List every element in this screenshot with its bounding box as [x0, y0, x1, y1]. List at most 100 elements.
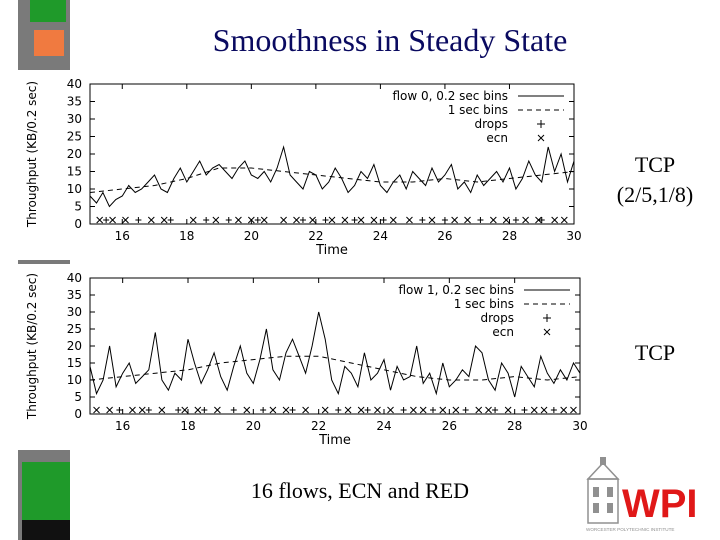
ecn-marker [147, 216, 155, 224]
legend-label: ecn [492, 325, 514, 339]
drop-marker [254, 217, 261, 223]
logo-subtext: WORCESTER POLYTECHNIC INSTITUTE [586, 527, 674, 532]
drop-marker [351, 217, 358, 223]
y-tick-label: 35 [67, 95, 82, 109]
ecn-marker [535, 216, 542, 224]
series-flow-line [89, 311, 581, 398]
y-tick-label: 15 [67, 165, 82, 179]
logo-wordmark: WPI [622, 482, 698, 526]
legend-label: drops [481, 311, 515, 325]
ecn-marker [309, 216, 316, 224]
ecn-marker [540, 406, 548, 414]
legend-label: ecn [486, 131, 508, 145]
ecn-marker [214, 406, 221, 414]
chart-background [12, 70, 592, 260]
ecn-marker [109, 216, 116, 224]
drop-marker [230, 407, 237, 413]
ecn-marker [341, 216, 349, 224]
ecn-marker [212, 216, 220, 224]
y-tick-label: 10 [67, 182, 82, 196]
drop-marker [521, 407, 528, 413]
drop-marker [299, 217, 306, 223]
chart-bottom: 0 5 10 15 20 25 30 35 40 16 18 20 22 24 26 28 30 Time Thro… [12, 264, 598, 450]
y-tick-label: 15 [67, 356, 82, 370]
ecn-marker [560, 216, 568, 224]
y-tick-label: 0 [74, 407, 82, 421]
ecn-marker [464, 216, 471, 224]
legend-marker [537, 134, 545, 142]
slide-title: Smoothness in Steady State [212, 22, 568, 58]
drop-marker [462, 407, 469, 413]
y-tick-label: 20 [67, 147, 82, 161]
ecn-marker [570, 406, 577, 414]
y-tick-label: 25 [67, 130, 82, 144]
drop-marker [135, 217, 142, 223]
x-tick-label: 22 [311, 419, 326, 433]
legend-label: flow 1, 0.2 sec bins [398, 283, 514, 297]
drop-marker [225, 217, 232, 223]
y-tick-label: 40 [67, 271, 82, 285]
y-tick-label: 5 [74, 390, 82, 404]
ecn-marker [235, 216, 242, 224]
legend-label: drops [475, 117, 509, 131]
ecn-marker [451, 216, 458, 224]
ecn-marker [106, 406, 113, 414]
ecn-marker [321, 406, 329, 414]
ecn-marker [160, 216, 168, 224]
building-icon [586, 457, 620, 524]
ecn-marker [260, 216, 268, 224]
x-axis-label: Time [318, 433, 351, 448]
ecn-marker [489, 216, 497, 224]
y-tick-label: 30 [67, 112, 82, 126]
legend-label: 1 sec bins [454, 297, 514, 311]
drop-marker [400, 407, 407, 413]
drop-marker [103, 217, 110, 223]
drop-marker [289, 407, 296, 413]
ecn-marker [302, 406, 309, 414]
ecn-marker [344, 406, 352, 414]
ecn-marker [530, 406, 538, 414]
y-tick-label: 5 [74, 200, 82, 214]
drop-marker [175, 407, 182, 413]
drop-marker [322, 217, 329, 223]
ecn-marker [387, 406, 394, 414]
legend-marker [543, 314, 551, 322]
drop-marker [419, 217, 426, 223]
chart-top: 0 5 10 15 20 25 30 35 40 16 18 20 22 24 26 28 30 Time Thro… [12, 70, 592, 260]
drop-marker [538, 217, 545, 223]
x-tick-label: 30 [566, 229, 581, 243]
drop-marker [335, 407, 342, 413]
ecn-marker [194, 406, 202, 414]
legend-marker [537, 120, 545, 128]
y-tick-label: 25 [67, 322, 82, 336]
ecn-marker [502, 216, 510, 224]
ecn-marker [293, 216, 300, 224]
drop-marker [201, 407, 208, 413]
ecn-marker [93, 406, 100, 414]
drop-marker [441, 217, 448, 223]
x-tick-label: 16 [115, 229, 130, 243]
y-tick-label: 30 [67, 305, 82, 319]
legend-marker [543, 328, 551, 336]
ecn-marker [419, 406, 427, 414]
drop-marker [364, 407, 371, 413]
ecn-marker [138, 406, 146, 414]
drop-marker [145, 407, 152, 413]
panel-label-bottom: TCP [634, 340, 676, 365]
series-1sec-line [89, 167, 575, 193]
ecn-marker [485, 406, 492, 414]
y-axis-label: Throughput (KB/0.2 sec) [25, 81, 39, 228]
drop-marker [477, 217, 484, 223]
drop-marker [492, 407, 499, 413]
ecn-marker [410, 406, 417, 414]
drop-marker [260, 407, 267, 413]
slide-footer: 16 flows, ECN and RED [250, 478, 470, 503]
y-tick-label: 20 [67, 339, 82, 353]
ecn-marker [374, 406, 381, 414]
drop-marker [380, 217, 387, 223]
ecn-marker [428, 216, 436, 224]
y-axis-label: Throughput (KB/0.2 sec) [25, 273, 39, 420]
ecn-marker [243, 406, 251, 414]
series-1sec-line [89, 355, 581, 381]
wpi-logo: WPI WORCESTER POLYTECHNIC INSTITUTE [586, 457, 698, 532]
